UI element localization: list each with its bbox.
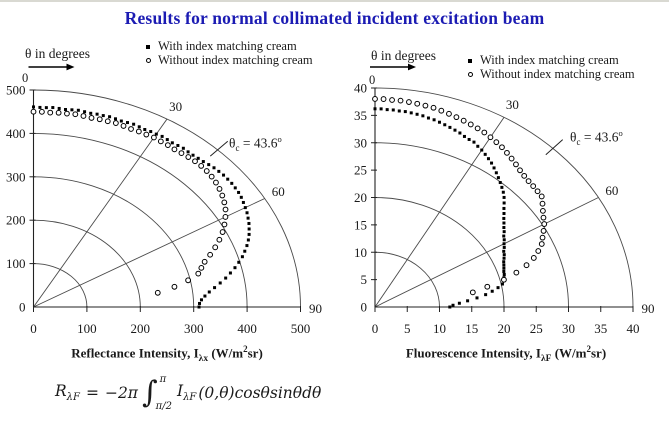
- svg-text:400: 400: [237, 321, 257, 336]
- svg-text:100: 100: [77, 321, 97, 336]
- theta-zero-label-left: 0: [22, 71, 29, 85]
- svg-text:25: 25: [354, 163, 367, 178]
- theta-axis-note-right: θ in degrees: [371, 48, 436, 63]
- circle-marker-icon: [146, 58, 158, 63]
- svg-text:100: 100: [6, 256, 26, 271]
- svg-text:35: 35: [354, 108, 367, 123]
- square-marker-icon: [146, 44, 158, 49]
- page-title: Results for normal collimated incident e…: [124, 8, 545, 28]
- circle-marker-icon: [468, 72, 480, 77]
- legend-right: With index matching cream Without index …: [468, 53, 635, 81]
- svg-text:200: 200: [131, 321, 151, 336]
- svg-text:30: 30: [562, 321, 575, 336]
- svg-text:35: 35: [594, 321, 607, 336]
- svg-text:90: 90: [309, 301, 322, 316]
- legend-label: Without index matching cream: [480, 67, 635, 81]
- svg-text:0: 0: [361, 300, 368, 315]
- svg-text:30: 30: [354, 135, 367, 150]
- reflectance-formula: RλF = −2π ∫ π π/2 IλF (0,θ)cosθsinθdθ: [55, 374, 322, 412]
- legend-item-without-cream: Without index matching cream: [146, 53, 313, 67]
- square-marker-icon: [468, 58, 480, 63]
- theta-zero-label-right: 0: [369, 73, 376, 87]
- svg-text:25: 25: [530, 321, 543, 336]
- x-axis-title-reflectance: Reflectance Intensity, Iλx (W/m2sr): [71, 344, 263, 364]
- svg-text:15: 15: [354, 217, 367, 232]
- legend-label: With index matching cream: [158, 39, 297, 53]
- svg-text:10: 10: [354, 245, 367, 260]
- svg-text:0: 0: [19, 300, 26, 315]
- formula-lhs: RλF: [55, 382, 80, 404]
- svg-text:20: 20: [354, 190, 367, 205]
- svg-text:300: 300: [184, 321, 204, 336]
- legend-left: With index matching cream Without index …: [146, 39, 313, 67]
- svg-text:10: 10: [433, 321, 446, 336]
- svg-text:40: 40: [354, 81, 367, 96]
- legend-label: Without index matching cream: [158, 53, 313, 67]
- svg-text:60: 60: [605, 183, 618, 198]
- theta-axis-note-left: θ in degrees: [25, 46, 90, 61]
- legend-item-with-cream: With index matching cream: [146, 39, 313, 53]
- x-axis-title-fluorescence: Fluorescence Intensity, IλF (W/m2sr): [405, 344, 607, 364]
- critical-angle-label-right: θc = 43.6o: [570, 128, 623, 148]
- svg-text:500: 500: [291, 321, 311, 336]
- svg-text:0: 0: [372, 321, 379, 336]
- svg-text:60: 60: [272, 184, 285, 199]
- svg-text:300: 300: [6, 169, 26, 184]
- svg-text:0: 0: [30, 321, 37, 336]
- legend-item-with-cream: With index matching cream: [468, 53, 635, 67]
- svg-text:30: 30: [506, 97, 519, 112]
- svg-text:20: 20: [498, 321, 511, 336]
- svg-text:15: 15: [465, 321, 478, 336]
- svg-text:5: 5: [361, 272, 368, 287]
- svg-text:500: 500: [6, 83, 26, 98]
- integral-icon: ∫: [142, 375, 158, 410]
- svg-text:90: 90: [642, 301, 655, 316]
- svg-text:30: 30: [169, 99, 182, 114]
- legend-label: With index matching cream: [480, 53, 619, 67]
- svg-text:40: 40: [627, 321, 640, 336]
- svg-text:400: 400: [6, 126, 26, 141]
- svg-text:200: 200: [6, 213, 26, 228]
- legend-item-without-cream: Without index matching cream: [468, 67, 635, 81]
- critical-angle-label-left: θc = 43.6o: [229, 134, 282, 154]
- formula-integrand: IλF: [176, 382, 197, 404]
- svg-text:5: 5: [404, 321, 411, 336]
